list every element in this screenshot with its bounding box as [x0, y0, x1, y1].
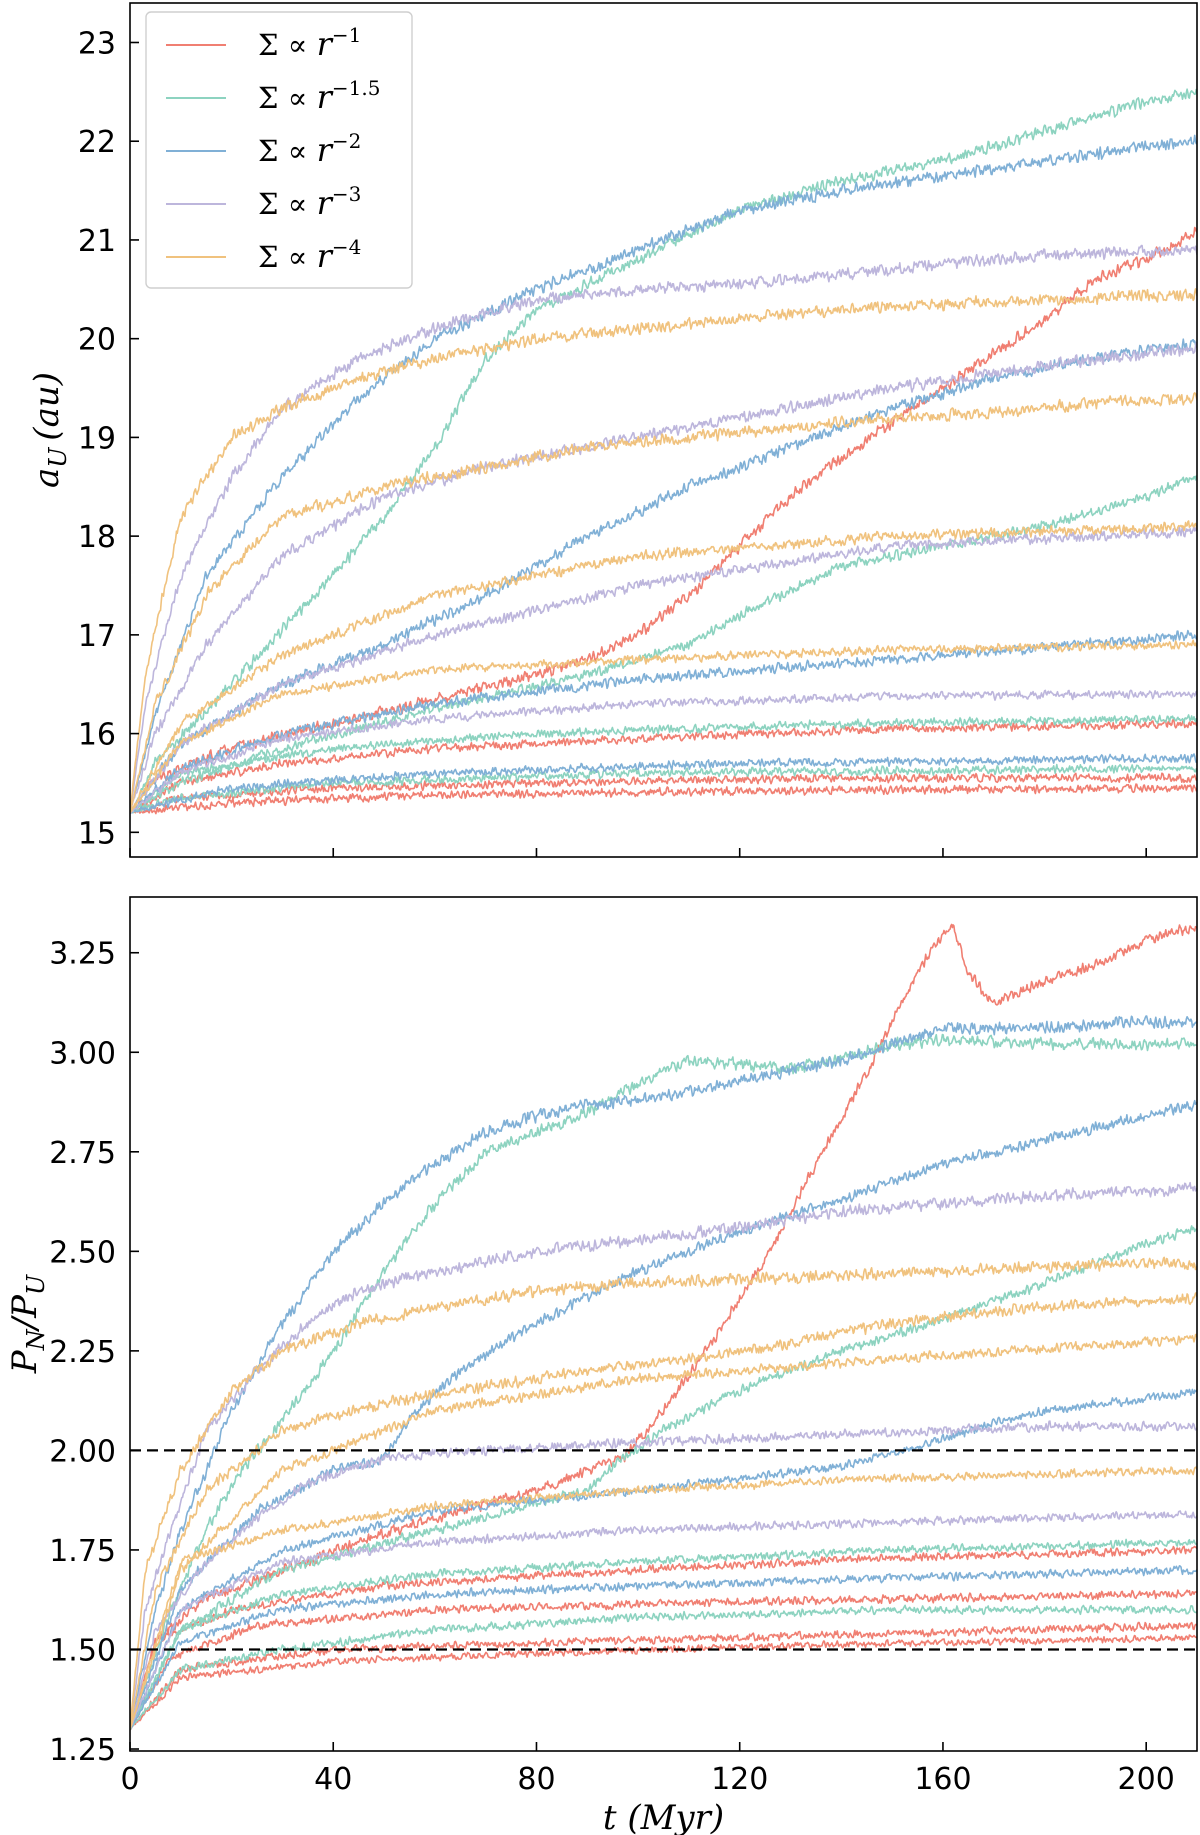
series-line-bottom-16 [130, 1510, 1197, 1730]
series-line-top-15 [130, 526, 1197, 814]
series-line-bottom-3 [130, 1589, 1197, 1731]
y-axis-label-bottom: PN/PU [5, 1274, 50, 1374]
series-line-top-19 [130, 520, 1197, 814]
y-tick-label-bottom-8: 3.25 [49, 937, 116, 972]
series-line-bottom-4 [130, 1621, 1197, 1731]
y-tick-label-top-8: 23 [78, 26, 116, 61]
panel-top-a-u: 15 16 17 18 19 20 21 22 23 aU (au) [27, 2, 1198, 858]
series-line-top-1 [130, 226, 1197, 814]
panel-bottom-period-ratio: 0 40 80 120 160 200 1.25 1.50 1.75 2.00 2.25 2.50 2.… [5, 896, 1198, 1835]
series-line-bottom-9 [130, 1604, 1197, 1730]
legend-label-1: Σ ∝ r−1 [258, 23, 361, 63]
series-line-bottom-19 [130, 1333, 1197, 1730]
series-line-top-18 [130, 392, 1197, 814]
y-tick-label-bottom-3: 2.00 [49, 1434, 116, 1469]
series-line-top-6 [130, 475, 1197, 814]
series-group-bottom [130, 923, 1197, 1731]
y-tick-label-bottom-0: 1.25 [49, 1733, 116, 1768]
series-line-bottom-12 [130, 1388, 1197, 1730]
series-line-top-9 [130, 134, 1197, 813]
y-tick-label-top-1: 16 [78, 718, 116, 753]
series-line-bottom-2 [130, 1545, 1197, 1730]
y-tick-label-top-7: 22 [78, 125, 116, 160]
series-line-top-11 [130, 629, 1197, 815]
x-axis-label: t (Myr) [603, 1798, 724, 1835]
y-tick-label-top-6: 21 [78, 224, 116, 259]
y-tick-label-top-3: 18 [78, 520, 116, 555]
series-line-bottom-1 [130, 923, 1197, 1731]
series-line-bottom-8 [130, 1538, 1197, 1730]
series-group-top [130, 88, 1197, 815]
series-line-bottom-14 [130, 1181, 1197, 1730]
x-tick-label-4: 160 [914, 1762, 971, 1797]
y-tick-label-bottom-6: 2.75 [49, 1136, 116, 1171]
series-line-bottom-15 [130, 1420, 1197, 1730]
y-tick-label-bottom-5: 2.50 [49, 1235, 116, 1270]
series-line-top-7 [130, 714, 1197, 813]
series-line-top-5 [130, 88, 1197, 813]
series-line-top-13 [130, 244, 1197, 814]
series-line-top-2 [130, 718, 1197, 813]
series-line-bottom-10 [130, 1015, 1197, 1730]
series-line-top-14 [130, 341, 1197, 814]
series-line-bottom-6 [130, 1033, 1197, 1730]
legend-label-2: Σ ∝ r−1.5 [258, 76, 380, 116]
series-line-top-16 [130, 689, 1197, 814]
legend-label-5: Σ ∝ r−4 [258, 235, 361, 275]
y-tick-label-bottom-1: 1.50 [49, 1633, 116, 1668]
legend-label-4: Σ ∝ r−3 [258, 182, 361, 222]
series-line-bottom-17 [130, 1256, 1197, 1729]
y-tick-label-bottom-2: 1.75 [49, 1534, 116, 1569]
y-tick-label-bottom-7: 3.00 [49, 1036, 116, 1071]
y-axis-label-top: aU (au) [27, 372, 72, 488]
y-tick-label-bottom-4: 2.25 [49, 1335, 116, 1370]
series-line-top-20 [130, 639, 1197, 814]
series-line-top-12 [130, 753, 1197, 814]
x-tick-label-2: 80 [517, 1762, 555, 1797]
axes-frame-bottom [129, 896, 1198, 1752]
x-tick-label-5: 200 [1118, 1762, 1175, 1797]
series-line-bottom-20 [130, 1466, 1197, 1730]
y-tick-label-top-2: 17 [78, 619, 116, 654]
axes-frame-top [129, 2, 1198, 858]
x-tick-label-1: 40 [314, 1762, 352, 1797]
y-tick-label-top-4: 19 [78, 421, 116, 456]
legend-box [145, 11, 413, 289]
series-line-bottom-7 [130, 1225, 1197, 1730]
series-line-bottom-18 [130, 1292, 1197, 1729]
y-tick-label-top-0: 15 [78, 816, 116, 851]
series-line-top-4 [130, 783, 1197, 815]
y-tick-label-top-5: 20 [78, 323, 116, 358]
x-tick-label-3: 120 [711, 1762, 768, 1797]
series-line-top-17 [130, 288, 1197, 814]
x-tick-label-0: 0 [120, 1762, 139, 1797]
legend: Σ ∝ r−1 Σ ∝ r−1.5 Σ ∝ r−2 Σ ∝ r−3 Σ ∝ r−4 [145, 11, 413, 289]
series-line-bottom-13 [130, 1565, 1197, 1730]
legend-label-3: Σ ∝ r−2 [258, 129, 361, 169]
series-line-top-8 [130, 763, 1197, 814]
